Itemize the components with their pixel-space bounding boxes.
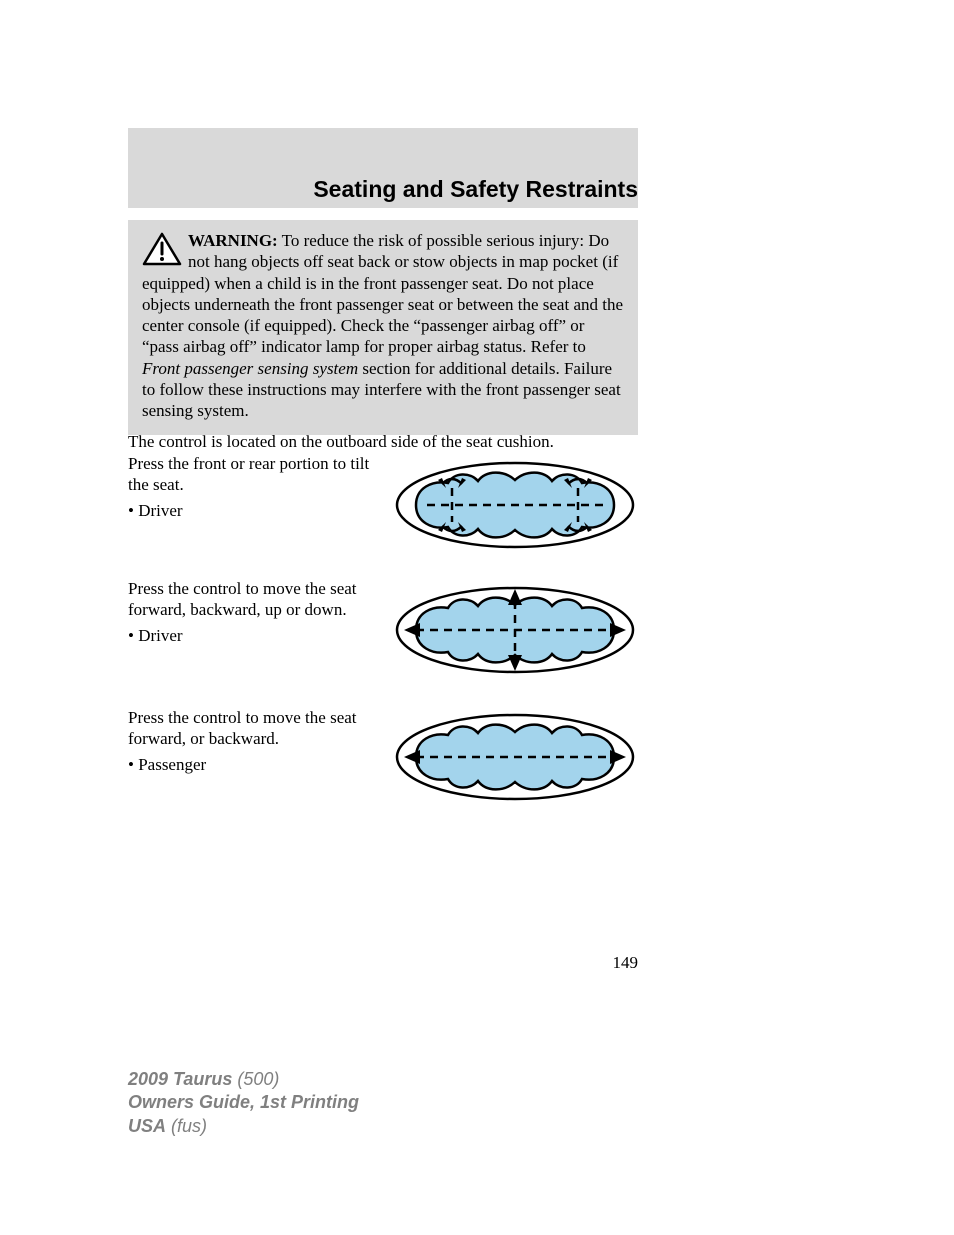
block-3-bullet: Passenger [128, 754, 388, 775]
block-3: Press the control to move the seat forwa… [128, 707, 388, 775]
page: Seating and Safety Restraints WARNING: T… [0, 0, 954, 1235]
footer-line-1: 2009 Taurus (500) [128, 1068, 359, 1091]
section-title: Seating and Safety Restraints [128, 176, 638, 203]
block-2-list: Driver [128, 625, 388, 646]
block-1-list: Driver [128, 500, 388, 521]
footer: 2009 Taurus (500) Owners Guide, 1st Prin… [128, 1068, 359, 1138]
block-1-text: Press the front or rear portion to tilt … [128, 454, 369, 494]
footer-region-code: (fus) [166, 1116, 207, 1136]
warning-text: WARNING: To reduce the risk of possible … [142, 231, 623, 420]
seat-control-diagram-horizontal [392, 710, 638, 804]
block-2-text: Press the control to move the seat forwa… [128, 579, 357, 619]
warning-italic: Front passenger sensing system [142, 359, 358, 378]
footer-model-code: (500) [232, 1069, 279, 1089]
intro-text: The control is located on the outboard s… [128, 431, 638, 452]
block-2-bullet: Driver [128, 625, 388, 646]
warning-box: WARNING: To reduce the risk of possible … [128, 220, 638, 435]
warning-label: WARNING: [188, 231, 278, 250]
warning-icon [142, 232, 182, 271]
footer-guide: Owners Guide, 1st Printing [128, 1092, 359, 1112]
block-3-text: Press the control to move the seat forwa… [128, 708, 357, 748]
page-number: 149 [128, 953, 638, 973]
footer-line-2: Owners Guide, 1st Printing [128, 1091, 359, 1114]
block-1: Press the front or rear portion to tilt … [128, 453, 388, 521]
footer-region: USA [128, 1116, 166, 1136]
block-1-bullet: Driver [128, 500, 388, 521]
footer-line-3: USA (fus) [128, 1115, 359, 1138]
seat-control-diagram-tilt [392, 458, 638, 552]
footer-model: 2009 Taurus [128, 1069, 232, 1089]
block-2: Press the control to move the seat forwa… [128, 578, 388, 646]
block-3-list: Passenger [128, 754, 388, 775]
seat-control-diagram-four-way [392, 583, 638, 677]
